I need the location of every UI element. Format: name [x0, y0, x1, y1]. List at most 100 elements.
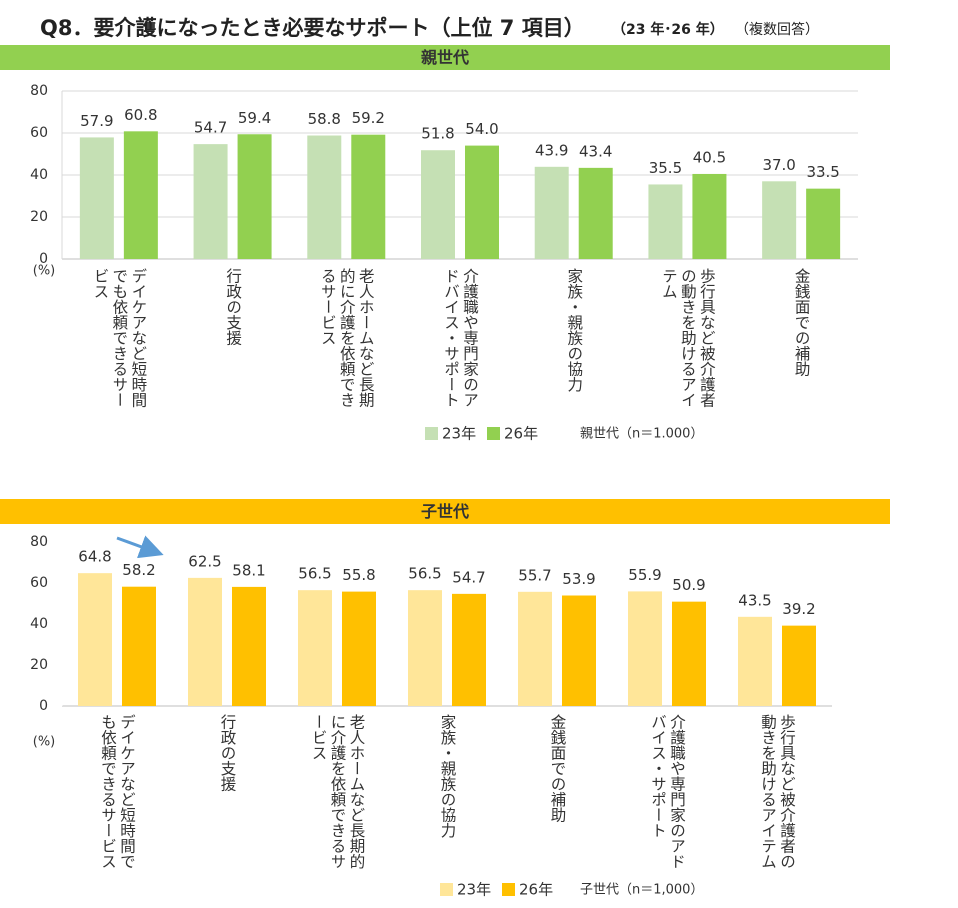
- bar: [672, 601, 706, 706]
- legend-label: 26年: [504, 425, 538, 443]
- x-tick-label: 老人ホームなど長期的に介護を依頼できるサービス: [309, 714, 366, 869]
- value-label: 54.0: [465, 120, 498, 138]
- bar: [232, 586, 266, 706]
- value-label: 59.4: [238, 109, 271, 127]
- sample-note: 親世代（n＝1.000）: [580, 427, 703, 442]
- bar: [307, 135, 342, 259]
- x-tick-label: 介護職や専門家のアドバイス・サポート: [649, 714, 686, 869]
- x-tick-label: 歩行具など被介護者の動きを助けるアイテム: [759, 714, 796, 869]
- bar: [465, 145, 499, 259]
- legend-label: 23年: [442, 425, 476, 443]
- bar: [408, 590, 442, 706]
- value-label: 40.5: [693, 148, 726, 166]
- chart-title: 親世代: [421, 48, 469, 67]
- y-tick-label: 60: [30, 125, 48, 141]
- chart-title: 子世代: [421, 502, 469, 521]
- x-tick-label: 金銭面での補助: [792, 268, 811, 377]
- x-tick-label: 金銭面での補助: [548, 714, 567, 823]
- note: （複数回答）: [735, 22, 819, 38]
- bar: [738, 616, 772, 706]
- x-tick-label: デイケアなど短時間でも依頼できるサービス: [91, 268, 148, 408]
- value-label: 43.9: [535, 141, 568, 159]
- period: （23 年･26 年）: [612, 22, 724, 38]
- page-title: Q8．要介護になったとき必要なサポート（上位 7 項目）: [40, 16, 585, 40]
- bar: [452, 593, 486, 706]
- legend-swatch: [502, 883, 515, 896]
- y-axis-label: (%): [33, 735, 56, 750]
- value-label: 62.5: [188, 552, 221, 570]
- bar: [692, 173, 727, 259]
- y-tick-label: 20: [30, 209, 48, 225]
- x-tick-label: 行政の支援: [218, 714, 237, 792]
- legend-swatch: [425, 427, 438, 440]
- bar: [806, 188, 841, 259]
- value-label: 58.1: [232, 561, 265, 579]
- value-label: 39.2: [782, 600, 815, 618]
- legend-swatch: [487, 427, 500, 440]
- value-label: 54.7: [452, 568, 485, 586]
- x-tick-label: デイケアなど短時間でも依頼できるサービス: [99, 714, 136, 869]
- bar: [628, 591, 662, 706]
- bar: [123, 131, 158, 259]
- y-tick-label: 20: [30, 657, 48, 673]
- legend-label: 26年: [519, 881, 553, 899]
- value-label: 43.5: [738, 591, 771, 609]
- bar: [79, 137, 114, 259]
- value-label: 55.9: [628, 566, 661, 584]
- bar: [78, 573, 112, 706]
- bar: [421, 150, 455, 259]
- value-label: 35.5: [649, 159, 682, 177]
- bar: [122, 586, 156, 706]
- value-label: 55.7: [518, 566, 551, 584]
- value-label: 43.4: [579, 142, 612, 160]
- bar: [342, 591, 376, 706]
- x-tick-label: 行政の支援: [224, 268, 243, 346]
- bar: [298, 590, 332, 706]
- value-label: 37.0: [762, 156, 795, 174]
- y-tick-label: 40: [30, 616, 48, 632]
- value-label: 53.9: [562, 570, 595, 588]
- bar: [562, 595, 596, 706]
- value-label: 50.9: [672, 576, 705, 594]
- bar: [648, 184, 683, 259]
- value-label: 33.5: [806, 163, 839, 181]
- x-tick-label: 介護職や専門家のアドバイス・サポート: [442, 268, 479, 408]
- y-tick-label: 80: [30, 534, 48, 550]
- x-tick-label: 老人ホームなど長期的に介護を依頼できるサービス: [318, 268, 375, 408]
- bar: [351, 134, 386, 259]
- value-label: 56.5: [298, 565, 331, 583]
- y-tick-label: 0: [39, 698, 48, 714]
- sample-note: 子世代（n＝1,000）: [580, 883, 703, 898]
- value-label: 57.9: [80, 112, 113, 130]
- bar: [782, 625, 816, 706]
- bar: [534, 166, 569, 259]
- value-label: 55.8: [342, 566, 375, 584]
- y-tick-label: 60: [30, 575, 48, 591]
- bar: [188, 577, 222, 706]
- bar: [762, 181, 797, 259]
- x-tick-label: 家族・親族の協力: [565, 268, 584, 392]
- x-tick-label: 家族・親族の協力: [438, 714, 457, 838]
- y-tick-label: 80: [30, 83, 48, 99]
- legend-label: 23年: [457, 881, 491, 899]
- x-tick-label: 歩行具など被介護者の動きを助けるアイテム: [659, 268, 716, 408]
- value-label: 59.2: [352, 109, 385, 127]
- value-label: 58.2: [122, 561, 155, 579]
- bar: [237, 134, 272, 259]
- bar: [578, 167, 613, 259]
- y-tick-label: 0: [39, 251, 48, 267]
- value-label: 54.7: [194, 119, 227, 137]
- arrow: [116, 535, 164, 559]
- value-label: 60.8: [124, 106, 157, 124]
- y-axis-label: (%): [33, 264, 56, 279]
- legend-swatch: [440, 883, 453, 896]
- value-label: 58.8: [308, 110, 341, 128]
- value-label: 51.8: [421, 125, 454, 143]
- title-band: [0, 499, 890, 524]
- value-label: 56.5: [408, 565, 441, 583]
- bar: [518, 591, 552, 706]
- title-band: [0, 45, 890, 70]
- value-label: 64.8: [78, 548, 111, 566]
